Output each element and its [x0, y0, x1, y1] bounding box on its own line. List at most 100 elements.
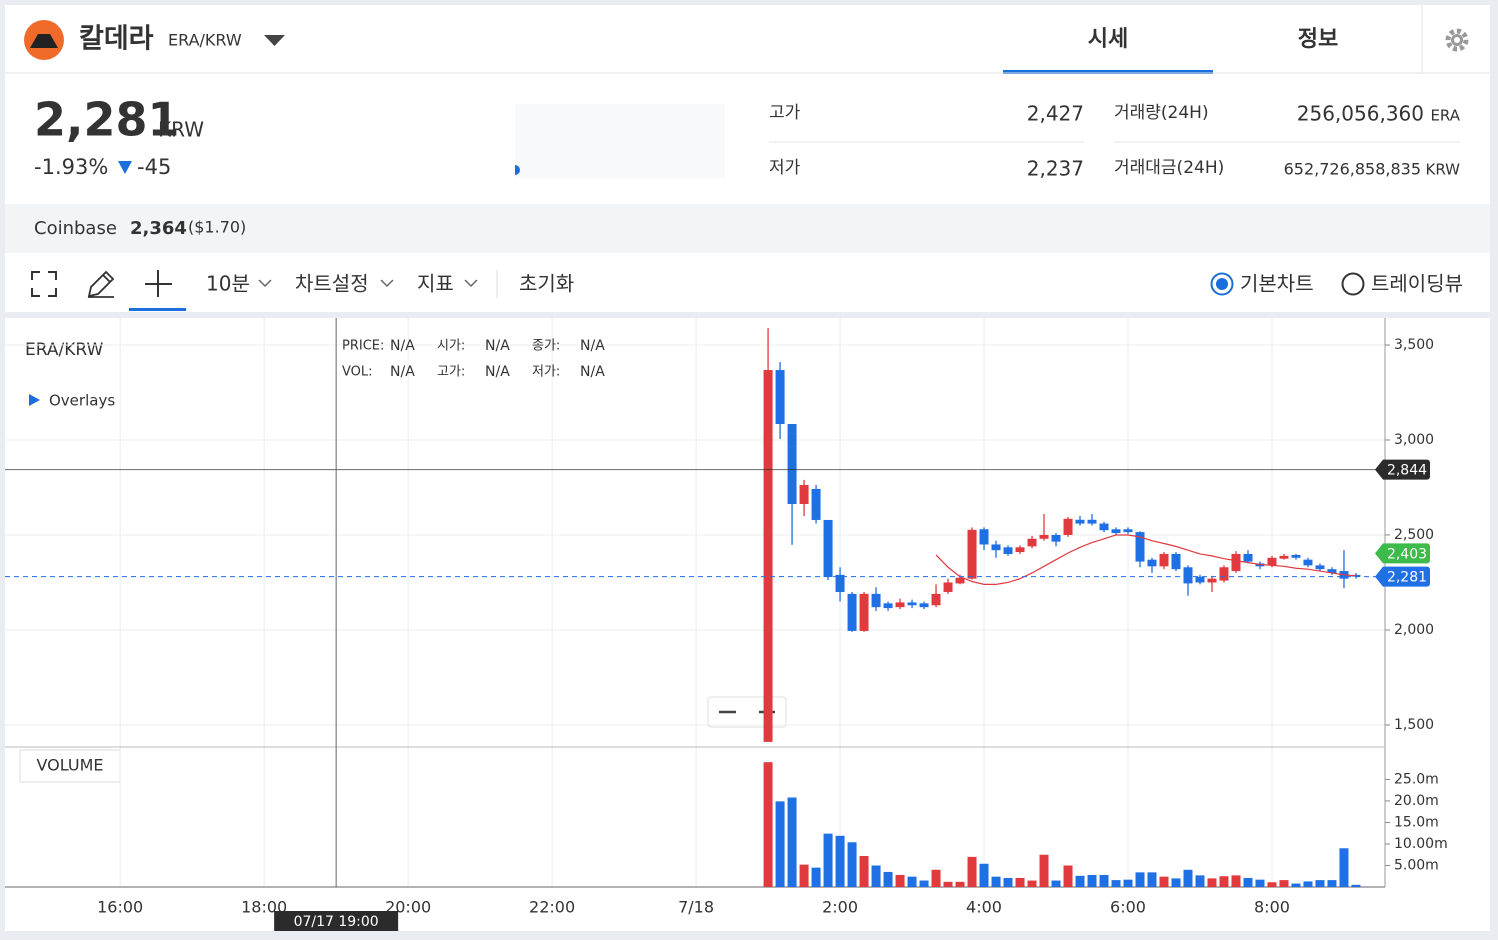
- volume-bar: [1267, 882, 1277, 887]
- volume-bar: [811, 867, 821, 887]
- volume-bar: [1207, 878, 1217, 887]
- candle-body: [907, 602, 917, 606]
- volume-bar: [895, 874, 905, 887]
- info-label: PRICE:: [342, 339, 384, 354]
- y-tick-label: 1,500: [1394, 717, 1434, 733]
- coin-name: 칼데라: [79, 24, 154, 55]
- candle-body: [871, 593, 881, 608]
- chart-settings[interactable]: 차트설정: [295, 272, 369, 296]
- chevron: [380, 279, 394, 288]
- stat-label: 고가: [769, 103, 801, 123]
- volume-bar: [1219, 876, 1229, 887]
- y-tick-label: 2,500: [1394, 527, 1434, 543]
- x-tick-label: 16:00: [97, 898, 143, 917]
- volume-bar: [823, 833, 833, 887]
- chart-type[interactable]: 기본차트: [1240, 272, 1314, 296]
- exchange-name[interactable]: Coinbase: [34, 218, 117, 239]
- info-label: VOL:: [342, 365, 373, 380]
- volume-bar: [1339, 848, 1349, 887]
- price-badge: [1375, 566, 1430, 587]
- candle-body: [991, 544, 1001, 551]
- separator: [5, 312, 1490, 318]
- crosshair-icon[interactable]: [145, 270, 172, 297]
- chart-symbol: ERA/KRW: [25, 340, 103, 360]
- exchange-band: [5, 204, 1490, 253]
- info-label: 저가:: [532, 365, 560, 380]
- candle-body: [919, 603, 929, 608]
- pair-dropdown[interactable]: [264, 35, 285, 46]
- volume-bar: [1135, 872, 1145, 887]
- volume-bar: [1027, 880, 1037, 887]
- radio[interactable]: [1341, 272, 1365, 296]
- overlays[interactable]: Overlays: [49, 392, 115, 410]
- volume-bar: [847, 842, 857, 887]
- draw-icon[interactable]: [87, 270, 115, 298]
- candle-body: [895, 602, 905, 608]
- gear: [1454, 37, 1460, 43]
- volume-bar: [931, 869, 941, 887]
- tab[interactable]: 시세: [1088, 27, 1128, 52]
- info-label: 고가:: [437, 365, 465, 380]
- volume-bar: [1063, 865, 1073, 887]
- volume-bar: [1279, 880, 1289, 887]
- candle-body: [1087, 519, 1097, 524]
- volume-bar: [1315, 880, 1325, 887]
- volume-bar: [955, 881, 965, 887]
- candle-body: [1243, 553, 1253, 562]
- candle-body: [1099, 523, 1109, 531]
- volume-bar: [799, 864, 809, 887]
- change: -45: [137, 155, 171, 179]
- candle-body: [967, 529, 977, 579]
- radio-dot: [1216, 278, 1228, 290]
- volume-bar: [1051, 880, 1061, 887]
- radio-selected[interactable]: [1210, 272, 1234, 296]
- candle-body: [955, 577, 965, 584]
- volume-bar: [1075, 875, 1085, 887]
- x-tick-label: 7/18: [678, 898, 714, 917]
- reset[interactable]: 초기화: [519, 272, 574, 296]
- price-badge-label: 2,403: [1387, 546, 1427, 562]
- x-tick-label: 6:00: [1110, 898, 1146, 917]
- candle-body: [799, 485, 809, 505]
- zoom-controls: [707, 696, 787, 728]
- tab[interactable]: 정보: [1298, 27, 1338, 52]
- candle-body: [835, 574, 845, 592]
- y-tick-label: 2,000: [1394, 622, 1434, 638]
- indicators[interactable]: 지표: [417, 272, 454, 296]
- volume-bar: [775, 801, 785, 887]
- volume-bar: [1159, 876, 1169, 887]
- stat-value: 256,056,360: [1297, 102, 1424, 126]
- overlays-toggle[interactable]: [29, 394, 40, 406]
- volume-bar: [835, 835, 845, 887]
- volume-bar: [1015, 877, 1025, 887]
- chart-type[interactable]: 트레이딩뷰: [1371, 272, 1463, 296]
- x-tick-label: 4:00: [966, 898, 1002, 917]
- interval[interactable]: 10분: [206, 272, 250, 296]
- volume-bar: [1195, 875, 1205, 887]
- volume-bar: [991, 876, 1001, 887]
- volume-bar: [1327, 880, 1337, 887]
- candle-body: [763, 370, 773, 742]
- price-badge: [1375, 459, 1430, 480]
- moving-average: [935, 534, 1357, 585]
- settings-icon[interactable]: [1445, 28, 1469, 52]
- y-tick-label: 25.0m: [1394, 771, 1439, 787]
- fullscreen-icon[interactable]: [31, 271, 57, 297]
- y-tick-label: 20.0m: [1394, 793, 1439, 809]
- candle-body: [1123, 529, 1133, 533]
- candle-body: [811, 488, 821, 520]
- candle-body: [931, 593, 941, 606]
- price-badge-label: 2,281: [1387, 570, 1427, 586]
- y-tick-label: 5.00m: [1394, 857, 1439, 873]
- stat-label: 거래량(24H): [1114, 103, 1209, 123]
- coin-logo-mark: [30, 34, 58, 48]
- volume-bar: [1303, 881, 1313, 887]
- candle-body: [1039, 534, 1049, 539]
- candle-body: [787, 424, 797, 505]
- candle-body: [1195, 576, 1205, 583]
- y-tick-label: 15.0m: [1394, 814, 1439, 830]
- candle-body: [1303, 559, 1313, 566]
- info-value: N/A: [390, 338, 415, 354]
- candle-body: [823, 519, 833, 577]
- info-value: N/A: [485, 338, 510, 354]
